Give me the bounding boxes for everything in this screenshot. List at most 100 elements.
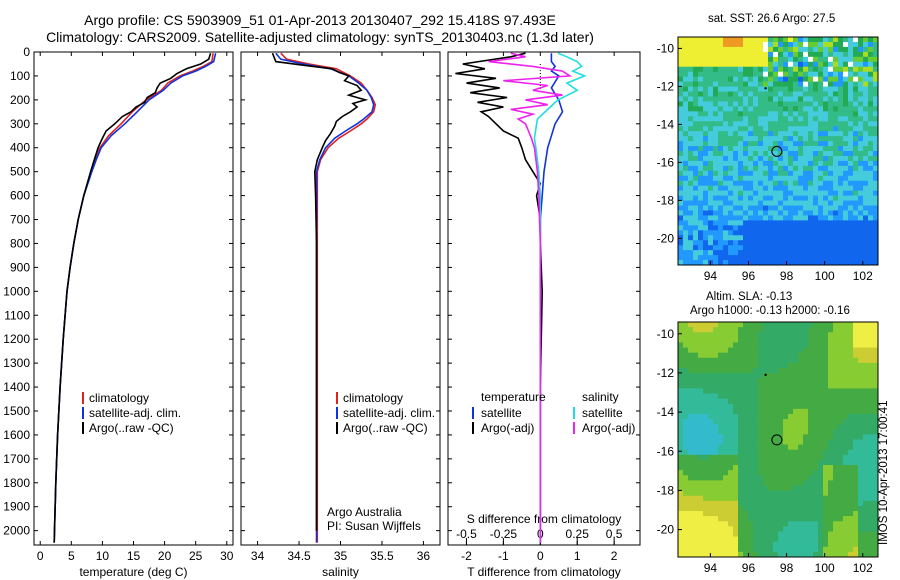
map-cell: [698, 511, 704, 517]
map-cell: [748, 111, 754, 117]
map-cell: [748, 347, 754, 354]
map-cell: [813, 465, 819, 471]
map-cell: [873, 76, 879, 83]
map-cell: [798, 536, 804, 543]
map-cell: [853, 516, 859, 522]
map-cell: [693, 327, 699, 333]
map-cell: [743, 419, 749, 425]
map-cell: [843, 521, 849, 527]
map-cell: [703, 378, 709, 384]
map-cell: [793, 373, 799, 379]
map-cell: [713, 230, 719, 236]
map-cell: [818, 352, 824, 359]
map-cell: [798, 230, 804, 236]
map-cell: [713, 86, 719, 92]
map-cell: [718, 260, 724, 266]
map-cell: [763, 126, 769, 132]
map-cell: [758, 322, 764, 328]
map-cell: [813, 91, 819, 97]
map-cell: [753, 367, 759, 374]
map-cell: [698, 408, 704, 415]
map-cell: [873, 378, 879, 384]
map-cell: [708, 475, 714, 481]
map-cell: [813, 56, 819, 63]
map-cell: [863, 475, 869, 481]
map-cell: [683, 230, 689, 236]
map-cell: [683, 76, 689, 83]
map-cell: [728, 205, 734, 211]
map-cell: [693, 500, 699, 507]
map-cell: [698, 141, 704, 147]
map-cell: [818, 470, 824, 476]
map-cell: [818, 546, 824, 553]
map-cell: [773, 439, 779, 446]
map-cell: [808, 551, 814, 558]
map-cell: [733, 141, 739, 147]
map-cell: [813, 190, 819, 197]
map-cell: [733, 121, 739, 127]
map-cell: [753, 81, 759, 87]
map-cell: [703, 541, 709, 548]
map-frame: [677, 36, 879, 266]
map-cell: [698, 170, 704, 177]
map-cell: [768, 61, 774, 68]
map-cell: [713, 106, 719, 112]
map-cell: [678, 66, 684, 73]
map-cell: [818, 126, 824, 132]
map-cell: [763, 362, 769, 369]
map-cell: [768, 66, 774, 73]
map-cell: [808, 136, 814, 142]
map-cell: [853, 327, 859, 333]
map-cell: [688, 454, 694, 461]
map-cell: [798, 332, 804, 338]
map-cell: [858, 235, 864, 241]
map-cell: [698, 220, 704, 226]
map-cell: [783, 190, 789, 197]
map-cell: [833, 419, 839, 425]
map-cell: [868, 250, 874, 256]
map-cell: [733, 56, 739, 63]
map-cell: [713, 444, 719, 451]
map-cell: [683, 160, 689, 167]
map-cell: [738, 480, 744, 486]
map-cell: [783, 357, 789, 364]
annotation-text: PI: Susan Wijffels: [327, 519, 421, 533]
map-cell: [698, 175, 704, 182]
map-cell: [693, 260, 699, 266]
map-cell: [718, 465, 724, 471]
map-cell: [858, 362, 864, 369]
map-cell: [763, 56, 769, 63]
map-cell: [723, 146, 729, 152]
map-cell: [693, 332, 699, 338]
map-cell: [693, 101, 699, 107]
legend-title: salinity: [582, 390, 619, 404]
legend-label: Argo(..raw -QC): [89, 421, 174, 435]
map-cell: [858, 459, 864, 466]
map-cell: [813, 347, 819, 354]
map-cell: [773, 470, 779, 476]
map-cell: [683, 388, 689, 394]
map-cell: [733, 419, 739, 425]
map-cell: [693, 121, 699, 127]
map-cell: [848, 398, 854, 405]
map-cell: [678, 126, 684, 132]
map-cell: [838, 240, 844, 246]
map-cell: [803, 541, 809, 548]
y-tick-label: -14: [657, 117, 675, 131]
map-cell: [833, 500, 839, 507]
map-cell: [743, 131, 749, 137]
map-cell: [853, 255, 859, 261]
map-cell: [808, 37, 814, 43]
map-cell: [833, 205, 839, 211]
map-cell: [823, 521, 829, 527]
map-cell: [818, 403, 824, 410]
map-cell: [768, 146, 774, 152]
map-cell: [718, 434, 724, 440]
map-cell: [798, 101, 804, 107]
map-cell: [873, 205, 879, 211]
map-cell: [748, 225, 754, 231]
map-cell: [753, 393, 759, 400]
map-cell: [703, 215, 709, 221]
top-tick-label: -0.25: [490, 527, 518, 541]
map-cell: [698, 215, 704, 221]
